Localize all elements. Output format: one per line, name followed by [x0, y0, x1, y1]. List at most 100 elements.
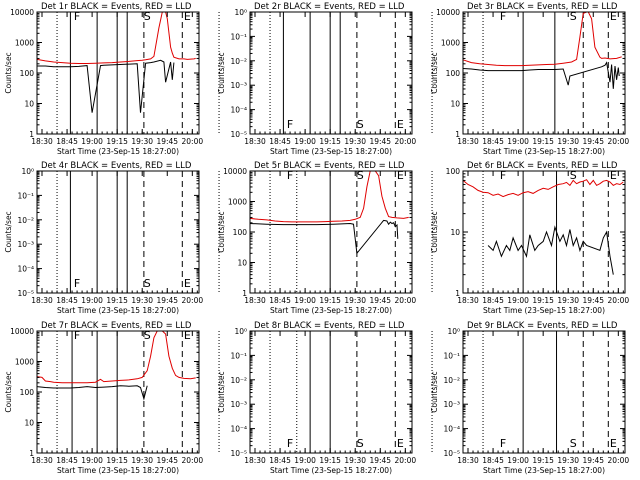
x-tick-label: 19:30: [344, 456, 366, 465]
panel-title: Det 5r BLACK = Events, RED = LLD: [254, 161, 405, 171]
panel-det-5r: Det 5r BLACK = Events, RED = LLD 1 10 100 10…: [217, 161, 433, 315]
marker-label-e: E: [610, 10, 617, 23]
panel-det-3r: Det 3r BLACK = Events, RED = LLD 1 10 100 10…: [430, 2, 630, 156]
x-tick-label: 20:00: [608, 137, 630, 146]
x-tick-label: 18:45: [269, 296, 291, 305]
x-tick-label: 19:15: [319, 456, 341, 465]
y-tick-label: 10⁻³: [17, 240, 34, 249]
marker-label-f: F: [500, 169, 506, 182]
y-tick-label: 10⁻¹: [443, 351, 460, 360]
x-tick-label: 18:30: [457, 296, 479, 305]
y-tick-label: 10: [237, 259, 247, 268]
y-axis-label: Counts/sec: [217, 52, 226, 93]
y-tick-label: 10⁰: [447, 327, 460, 336]
x-tick-label: 19:15: [319, 137, 341, 146]
marker-label-e: E: [184, 10, 191, 23]
x-tick-label: 19:45: [369, 296, 391, 305]
y-tick-label: 10: [24, 419, 34, 428]
y-tick-label: 10000: [10, 8, 34, 17]
y-tick-label: 10⁻²: [443, 376, 460, 385]
x-tick-label: 19:00: [507, 456, 529, 465]
y-tick-label: 10⁰: [234, 8, 247, 17]
y-tick-label: 10000: [223, 167, 247, 176]
marker-label-f: F: [287, 118, 293, 131]
x-tick-label: 19:30: [131, 137, 153, 146]
plot-frame: [249, 330, 413, 454]
panel-title: Det 6r BLACK = Events, RED = LLD: [467, 161, 618, 171]
x-tick-label: 19:00: [507, 137, 529, 146]
panel-title: Det 4r BLACK = Events, RED = LLD: [41, 161, 192, 171]
marker-label-s: S: [144, 277, 151, 290]
y-axis-label: Counts/sec: [4, 371, 13, 412]
x-tick-label: 19:30: [557, 456, 579, 465]
x-axis-label: Start Time (23-Sep-15 18:27:00): [270, 147, 392, 156]
x-tick-label: 18:45: [482, 296, 504, 305]
panel-title: Det 2r BLACK = Events, RED = LLD: [254, 2, 405, 12]
y-tick-label: 10⁻⁵: [230, 449, 247, 458]
marker-label-f: F: [74, 10, 80, 23]
panel-det-6r: Det 6r BLACK = Events, RED = LLD 1 10 100 18…: [430, 161, 629, 315]
x-axis-label: Start Time (23-Sep-15 18:27:00): [483, 147, 605, 156]
marker-label-s: S: [357, 437, 364, 450]
y-axis-label: Counts/sec: [217, 211, 226, 252]
y-tick-label: 100: [20, 388, 35, 397]
x-tick-label: 18:45: [269, 456, 291, 465]
marker-label-f: F: [287, 437, 293, 450]
y-tick-label: 100: [446, 167, 461, 176]
x-tick-label: 18:45: [482, 456, 504, 465]
x-tick-label: 19:45: [156, 296, 178, 305]
x-tick-label: 19:15: [106, 456, 128, 465]
x-tick-label: 19:15: [106, 296, 128, 305]
x-tick-label: 18:30: [31, 296, 53, 305]
x-tick-label: 20:00: [608, 456, 630, 465]
panel-det-1r: Det 1r BLACK = Events, RED = LLD 1 10 100 10…: [4, 2, 220, 156]
x-tick-label: 20:00: [395, 137, 417, 146]
x-tick-label: 18:45: [56, 137, 78, 146]
x-axis-label: Start Time (23-Sep-15 18:27:00): [57, 466, 179, 475]
x-tick-label: 19:45: [582, 456, 604, 465]
marker-label-f: F: [500, 10, 506, 23]
y-axis-label: Counts/sec: [430, 52, 439, 93]
panel-det-2r: Det 2r BLACK = Events, RED = LLD 10⁻⁵ 10⁻⁴…: [217, 2, 433, 156]
y-tick-label: 10⁻³: [443, 400, 460, 409]
marker-label-f: F: [287, 169, 293, 182]
series-line-lld: [249, 170, 409, 223]
marker-label-s: S: [357, 169, 364, 182]
x-tick-label: 19:45: [369, 137, 391, 146]
y-tick-label: 10000: [436, 8, 460, 17]
marker-label-s: S: [144, 329, 151, 342]
y-tick-label: 10⁻⁴: [443, 425, 460, 434]
series-line-events: [487, 225, 614, 275]
x-axis-label: Start Time (23-Sep-15 18:27:00): [57, 306, 179, 315]
marker-label-e: E: [610, 437, 617, 450]
plot-frame: [36, 170, 200, 294]
x-tick-label: 20:00: [182, 137, 204, 146]
marker-label-e: E: [397, 437, 404, 450]
x-tick-label: 18:30: [31, 137, 53, 146]
marker-label-f: F: [74, 277, 80, 290]
y-tick-label: 1000: [441, 39, 460, 48]
x-axis-label: Start Time (23-Sep-15 18:27:00): [270, 466, 392, 475]
x-tick-label: 18:30: [457, 137, 479, 146]
x-tick-label: 19:15: [319, 296, 341, 305]
y-tick-label: 10⁻¹: [230, 32, 247, 41]
x-tick-label: 19:45: [582, 296, 604, 305]
y-axis-label: Counts/sec: [430, 371, 439, 412]
x-tick-label: 19:15: [532, 137, 554, 146]
panel-title: Det 9r BLACK = Events, RED = LLD: [467, 321, 618, 331]
x-tick-label: 19:30: [557, 137, 579, 146]
y-tick-label: 100: [233, 228, 248, 237]
y-tick-label: 10: [24, 100, 34, 109]
x-tick-label: 18:45: [56, 296, 78, 305]
y-tick-label: 100: [446, 69, 461, 78]
x-tick-label: 19:15: [106, 137, 128, 146]
y-tick-label: 1: [242, 289, 247, 298]
x-tick-label: 18:30: [244, 137, 266, 146]
x-tick-label: 18:45: [269, 137, 291, 146]
x-tick-label: 19:00: [81, 456, 103, 465]
panel-det-9r: Det 9r BLACK = Events, RED = LLD 10⁻⁵ 10⁻⁴…: [430, 321, 630, 475]
marker-label-s: S: [357, 118, 364, 131]
marker-label-s: S: [570, 437, 577, 450]
marker-label-e: E: [184, 277, 191, 290]
